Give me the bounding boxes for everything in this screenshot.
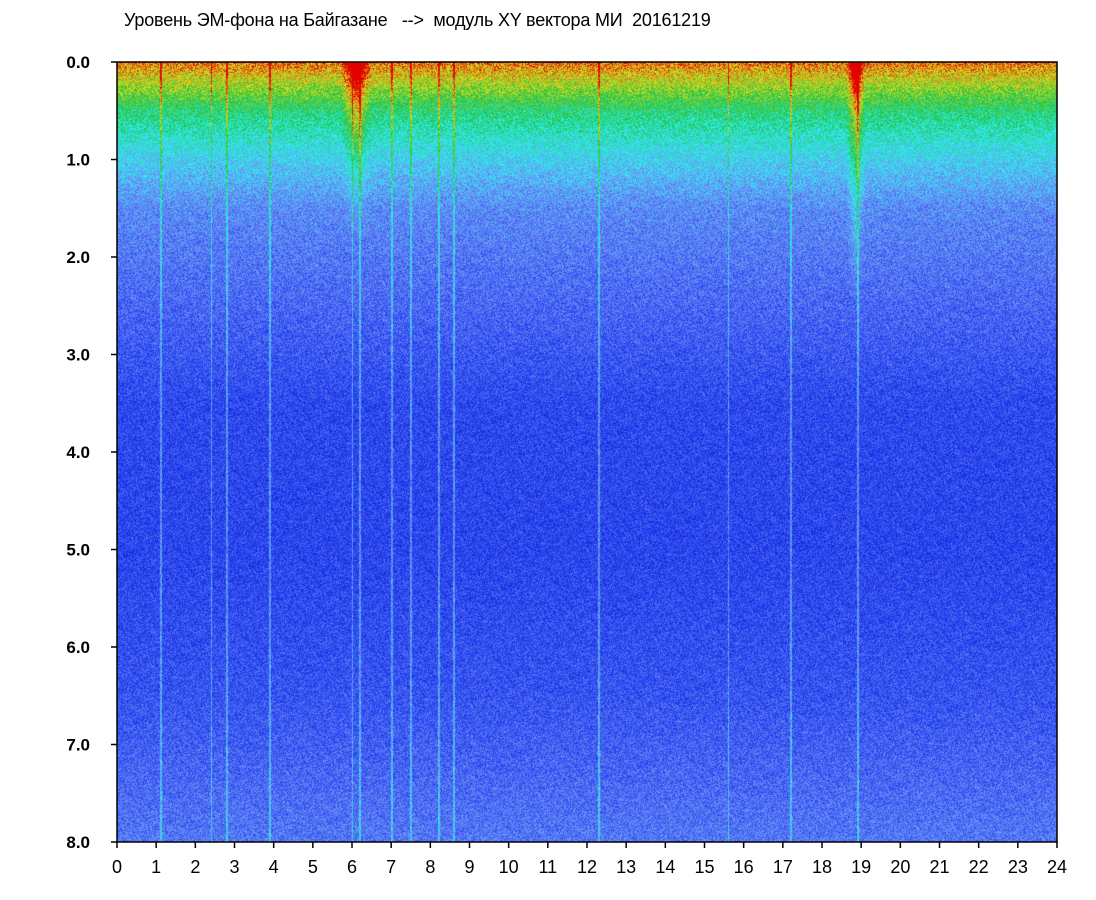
x-tick-label: 22 <box>969 857 989 877</box>
x-tick-label: 1 <box>151 857 161 877</box>
x-tick-label: 5 <box>308 857 318 877</box>
y-tick-label: 4.0 <box>66 443 90 462</box>
x-tick-label: 17 <box>773 857 793 877</box>
y-tick-label: 3.0 <box>66 346 90 365</box>
x-tick-label: 4 <box>269 857 279 877</box>
x-tick-label: 12 <box>577 857 597 877</box>
x-tick-label: 6 <box>347 857 357 877</box>
x-tick-label: 24 <box>1047 857 1067 877</box>
y-tick-label: 8.0 <box>66 833 90 852</box>
x-tick-label: 10 <box>499 857 519 877</box>
x-tick-label: 16 <box>734 857 754 877</box>
x-tick-label: 23 <box>1008 857 1028 877</box>
x-tick-label: 9 <box>464 857 474 877</box>
y-tick-label: 1.0 <box>66 151 90 170</box>
x-tick-label: 7 <box>386 857 396 877</box>
x-tick-label: 21 <box>929 857 949 877</box>
x-tick-label: 3 <box>229 857 239 877</box>
spectrogram-heatmap <box>117 62 1057 842</box>
x-tick-label: 0 <box>112 857 122 877</box>
x-tick-label: 18 <box>812 857 832 877</box>
x-tick-label: 2 <box>190 857 200 877</box>
chart-title: Уровень ЭМ-фона на Байгазане --> модуль … <box>124 10 711 30</box>
y-tick-label: 0.0 <box>66 53 90 72</box>
y-tick-label: 2.0 <box>66 248 90 267</box>
y-tick-label: 5.0 <box>66 541 90 560</box>
plot-frame <box>116 61 1058 843</box>
x-tick-label: 14 <box>655 857 675 877</box>
x-tick-label: 13 <box>616 857 636 877</box>
x-tick-label: 11 <box>538 857 557 877</box>
y-tick-label: 6.0 <box>66 638 90 657</box>
x-tick-label: 15 <box>694 857 714 877</box>
x-tick-label: 19 <box>851 857 871 877</box>
x-tick-label: 8 <box>425 857 435 877</box>
x-tick-label: 20 <box>890 857 910 877</box>
y-tick-label: 7.0 <box>66 736 90 755</box>
